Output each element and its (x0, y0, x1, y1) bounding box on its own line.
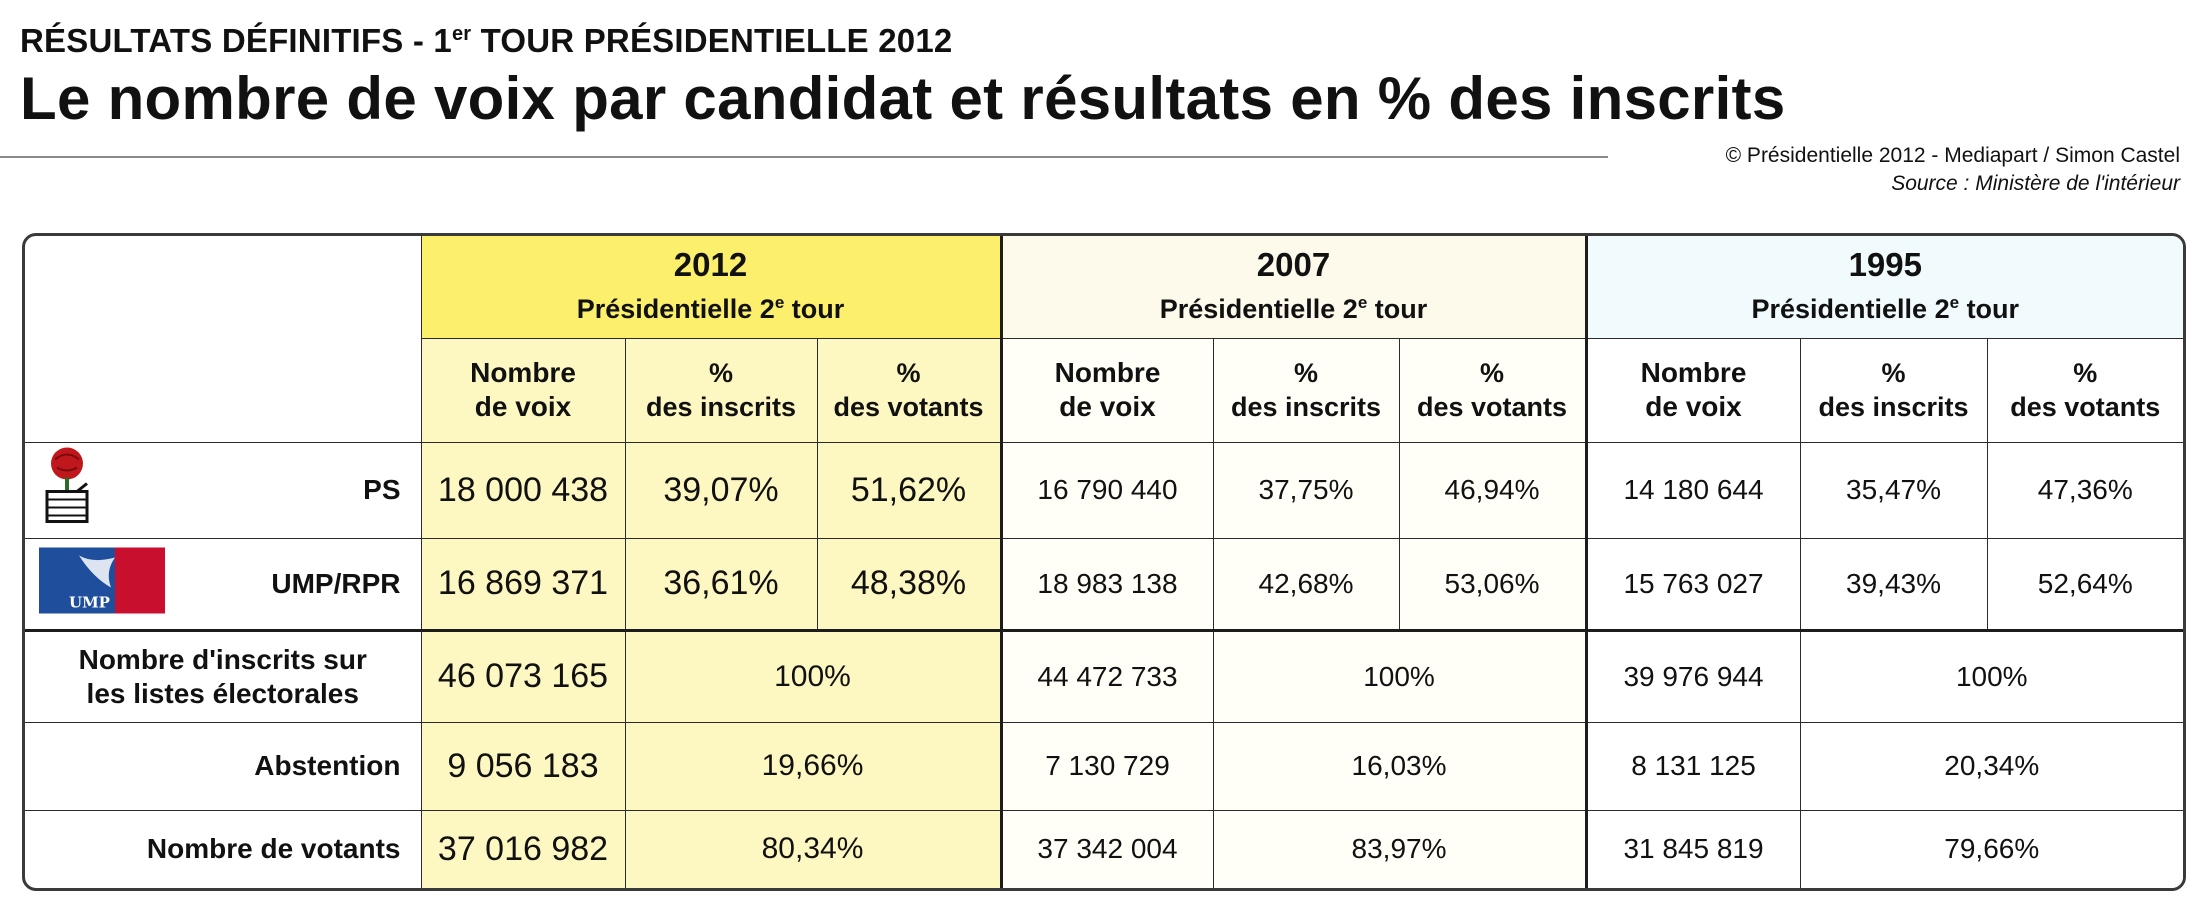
cell-value: 80,34% (624, 809, 1002, 888)
row-label-text: UMP/RPR (271, 567, 401, 599)
year-header-1995: 1995 Présidentielle 2e tour (1584, 236, 2183, 339)
year-header-2012: 2012 Présidentielle 2e tour (420, 236, 1002, 339)
col-header-inscrits: % des inscrits (624, 337, 818, 443)
cell-value: 39,07% (624, 441, 818, 539)
row-label-ps: PS (25, 441, 422, 539)
col-header-voix: Nombre de voix (421, 337, 626, 443)
cell-value: 7 130 729 (999, 721, 1214, 811)
cell-value: 36,61% (624, 537, 818, 631)
credit-line: © Présidentielle 2012 - Mediapart / Simo… (1725, 144, 2180, 167)
col-header-inscrits: % des inscrits (1799, 337, 1988, 443)
cell-value: 39,43% (1799, 537, 1988, 631)
cell-value: 18 983 138 (999, 537, 1214, 631)
year-label: 2012 (673, 245, 748, 283)
cell-value: 79,66% (1799, 809, 2183, 888)
year-label: 1995 (1848, 245, 1922, 283)
rose-in-fist-icon (39, 444, 95, 537)
cell-value: 37,75% (1212, 441, 1400, 539)
cell-value: 20,34% (1799, 721, 2183, 811)
page-title: Le nombre de voix par candidat et résult… (20, 65, 1786, 132)
col-header-votants: % des votants (816, 337, 1002, 443)
row-label-ump: UMP UMP/RPR (25, 537, 422, 631)
cell-value: 51,62% (816, 441, 1002, 539)
source-line: Source : Ministère de l'intérieur (1891, 172, 2180, 195)
cell-value: 83,97% (1212, 809, 1587, 888)
year-header-2007: 2007 Présidentielle 2e tour (999, 236, 1587, 339)
cell-value: 19,66% (624, 721, 1002, 811)
cell-value: 52,64% (1986, 537, 2183, 631)
cell-value: 39 976 944 (1584, 628, 1801, 723)
cell-value: 16 790 440 (999, 441, 1214, 539)
divider (0, 156, 1608, 158)
row-label-abstention: Abstention (25, 721, 422, 811)
cell-value: 100% (1799, 628, 2183, 723)
cell-value: 18 000 438 (420, 441, 626, 539)
col-header-votants: % des votants (1986, 337, 2183, 443)
election-label: Présidentielle 2e tour (1751, 292, 2020, 324)
cell-value: 31 845 819 (1584, 809, 1801, 888)
cell-value: 37 016 982 (420, 809, 626, 888)
corner-cell (25, 236, 422, 443)
election-label: Présidentielle 2e tour (576, 292, 845, 324)
cell-value: 15 763 027 (1584, 537, 1801, 631)
cell-value: 46,94% (1398, 441, 1587, 539)
kicker: RÉSULTATS DÉFINITIFS - 1er TOUR PRÉSIDEN… (20, 22, 953, 59)
cell-value: 14 180 644 (1584, 441, 1801, 539)
row-label-text: PS (363, 474, 401, 505)
cell-value: 37 342 004 (999, 809, 1214, 888)
col-header-votants: % des votants (1398, 337, 1587, 443)
ump-logo-icon: UMP (39, 547, 165, 620)
cell-value: 100% (624, 628, 1002, 723)
svg-text:UMP: UMP (69, 593, 110, 611)
credit: © Présidentielle 2012 - Mediapart / Simo… (1726, 142, 2180, 198)
row-label-votants: Nombre de votants (25, 809, 422, 888)
cell-value: 9 056 183 (420, 721, 626, 811)
cell-value: 35,47% (1799, 441, 1988, 539)
cell-value: 48,38% (816, 537, 1002, 631)
cell-value: 44 472 733 (999, 628, 1214, 723)
cell-value: 8 131 125 (1584, 721, 1801, 811)
cell-value: 42,68% (1212, 537, 1400, 631)
election-label: Présidentielle 2e tour (1159, 292, 1428, 324)
col-header-inscrits: % des inscrits (1212, 337, 1400, 443)
year-label: 2007 (1256, 245, 1331, 283)
row-label-inscrits: Nombre d'inscrits sur les listes élector… (25, 628, 422, 723)
cell-value: 16,03% (1212, 721, 1587, 811)
results-table: 2012 Présidentielle 2e tour 2007 Préside… (22, 233, 2186, 891)
cell-value: 47,36% (1986, 441, 2183, 539)
cell-value: 16 869 371 (420, 537, 626, 631)
col-header-voix: Nombre de voix (1584, 337, 1801, 443)
col-header-voix: Nombre de voix (999, 337, 1214, 443)
cell-value: 46 073 165 (420, 628, 626, 723)
cell-value: 100% (1212, 628, 1587, 723)
cell-value: 53,06% (1398, 537, 1587, 631)
